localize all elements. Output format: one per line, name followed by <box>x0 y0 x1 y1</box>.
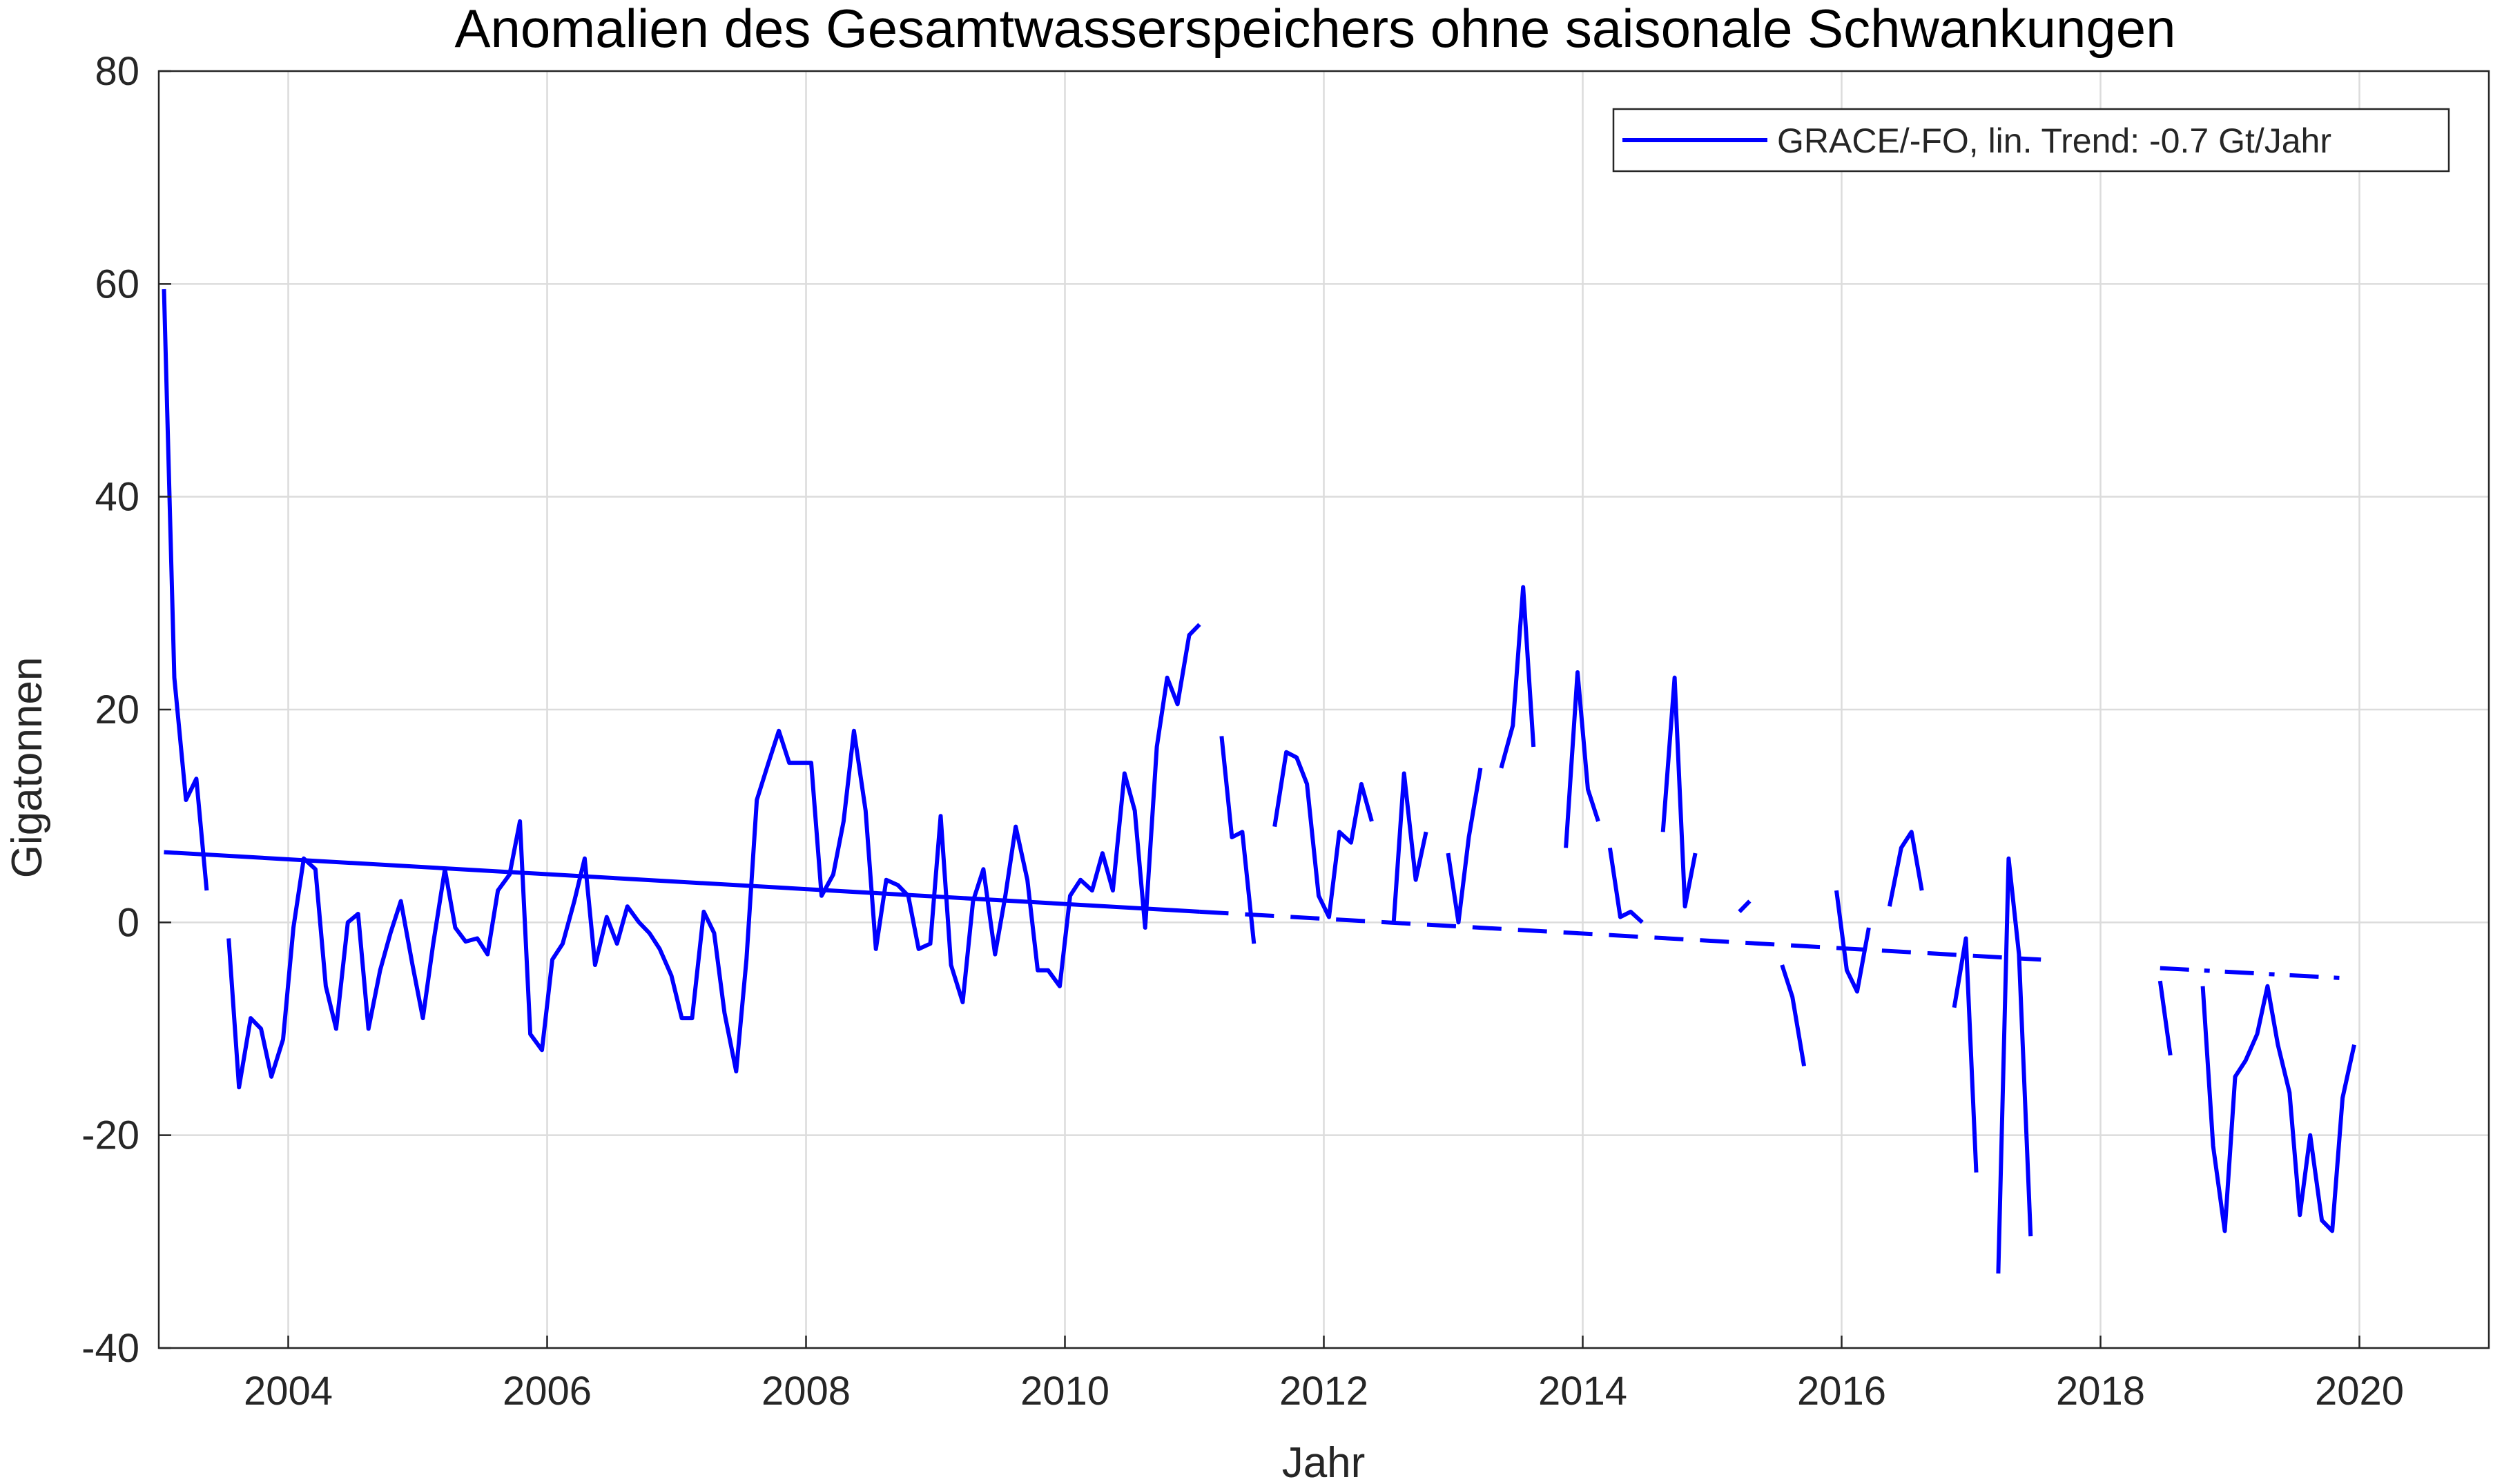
x-tick-label: 2010 <box>1020 1369 1109 1414</box>
y-tick-label: -20 <box>81 1113 139 1158</box>
series-line-segment <box>1887 830 1924 907</box>
legend-box <box>1612 108 2450 173</box>
series-line-segment <box>2157 980 2173 1056</box>
x-tick-label: 2014 <box>1538 1369 1627 1414</box>
series-line-segment <box>1446 768 1483 925</box>
y-tick-label: 80 <box>95 49 139 94</box>
series-line-segment <box>1564 670 1600 848</box>
y-tick-label: 20 <box>95 687 139 732</box>
y-tick-label: 0 <box>117 900 139 945</box>
y-tick-label: 60 <box>95 262 139 306</box>
series-line-segment <box>1660 675 1698 909</box>
y-tick-label: 40 <box>95 475 139 520</box>
legend-entry-label: GRACE/-FO, lin. Trend: -0.7 Gt/Jahr <box>1777 121 2331 160</box>
series-line-segment <box>1952 936 1979 1173</box>
series-line-segment <box>1391 771 1428 923</box>
axis-ticks: 2004 2006 2008 2010 2012 2014 2016 2018 2020 -40 -… <box>81 49 2404 1414</box>
series-line-segment <box>226 623 1201 1090</box>
x-tick-label: 2012 <box>1279 1369 1368 1414</box>
series-line-segment <box>1499 585 1536 769</box>
series-line-segment <box>1996 856 2033 1274</box>
series-line-segment <box>1607 847 1644 924</box>
x-axis-label: Jahr <box>1282 1439 1366 1481</box>
x-tick-label: 2016 <box>1797 1369 1886 1414</box>
series-line-segment <box>1780 964 1807 1066</box>
trend-line <box>164 850 1200 914</box>
series-line-segment <box>1219 736 1257 944</box>
series-line-segment <box>1272 750 1374 919</box>
series-line-segment <box>2200 984 2356 1233</box>
x-tick-label: 2006 <box>503 1369 592 1414</box>
series-line-segment <box>1834 890 1871 994</box>
series-line-segment <box>1738 899 1752 913</box>
chart-title: Anomalien des Gesamtwasserspeichers ohne… <box>454 0 2175 59</box>
y-axis-label: Gigatonnen <box>3 657 51 879</box>
x-tick-label: 2004 <box>244 1369 333 1414</box>
x-tick-label: 2020 <box>2315 1369 2404 1414</box>
series-line-segment <box>162 289 209 891</box>
x-tick-label: 2008 <box>762 1369 851 1414</box>
trend-line <box>1199 909 2041 962</box>
x-tick-label: 2018 <box>2056 1369 2145 1414</box>
legend: GRACE/-FO, lin. Trend: -0.7 Gt/Jahr <box>1612 108 2450 173</box>
y-tick-label: -40 <box>81 1326 139 1371</box>
data-series <box>162 289 2356 1274</box>
